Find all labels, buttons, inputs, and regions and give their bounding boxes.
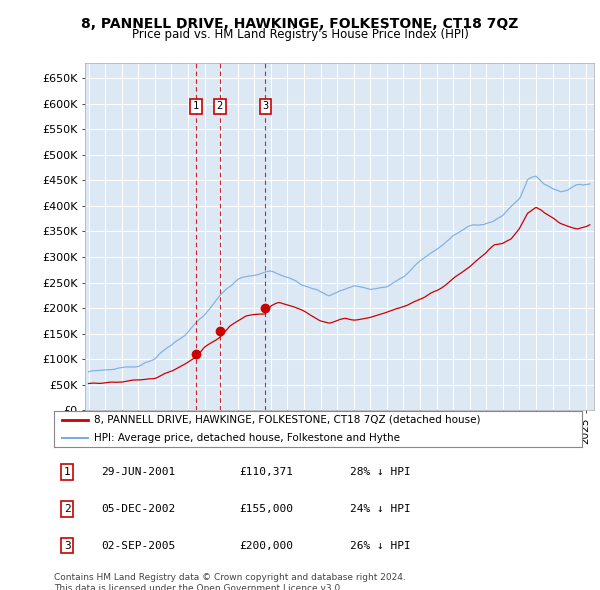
Text: 2: 2	[64, 504, 71, 514]
Text: 29-JUN-2001: 29-JUN-2001	[101, 467, 176, 477]
Text: 1: 1	[193, 101, 199, 112]
Text: 2: 2	[217, 101, 223, 112]
Text: 3: 3	[64, 540, 71, 550]
Text: 24% ↓ HPI: 24% ↓ HPI	[350, 504, 410, 514]
Text: 28% ↓ HPI: 28% ↓ HPI	[350, 467, 410, 477]
Text: Price paid vs. HM Land Registry's House Price Index (HPI): Price paid vs. HM Land Registry's House …	[131, 28, 469, 41]
Text: £110,371: £110,371	[239, 467, 293, 477]
Text: 02-SEP-2005: 02-SEP-2005	[101, 540, 176, 550]
Text: 1: 1	[64, 467, 71, 477]
Text: Contains HM Land Registry data © Crown copyright and database right 2024.
This d: Contains HM Land Registry data © Crown c…	[54, 573, 406, 590]
Text: HPI: Average price, detached house, Folkestone and Hythe: HPI: Average price, detached house, Folk…	[94, 433, 400, 443]
Text: 8, PANNELL DRIVE, HAWKINGE, FOLKESTONE, CT18 7QZ: 8, PANNELL DRIVE, HAWKINGE, FOLKESTONE, …	[82, 17, 518, 31]
Text: 26% ↓ HPI: 26% ↓ HPI	[350, 540, 410, 550]
Text: £200,000: £200,000	[239, 540, 293, 550]
Text: 8, PANNELL DRIVE, HAWKINGE, FOLKESTONE, CT18 7QZ (detached house): 8, PANNELL DRIVE, HAWKINGE, FOLKESTONE, …	[94, 415, 480, 425]
Text: £155,000: £155,000	[239, 504, 293, 514]
Text: 05-DEC-2002: 05-DEC-2002	[101, 504, 176, 514]
Text: 3: 3	[262, 101, 268, 112]
